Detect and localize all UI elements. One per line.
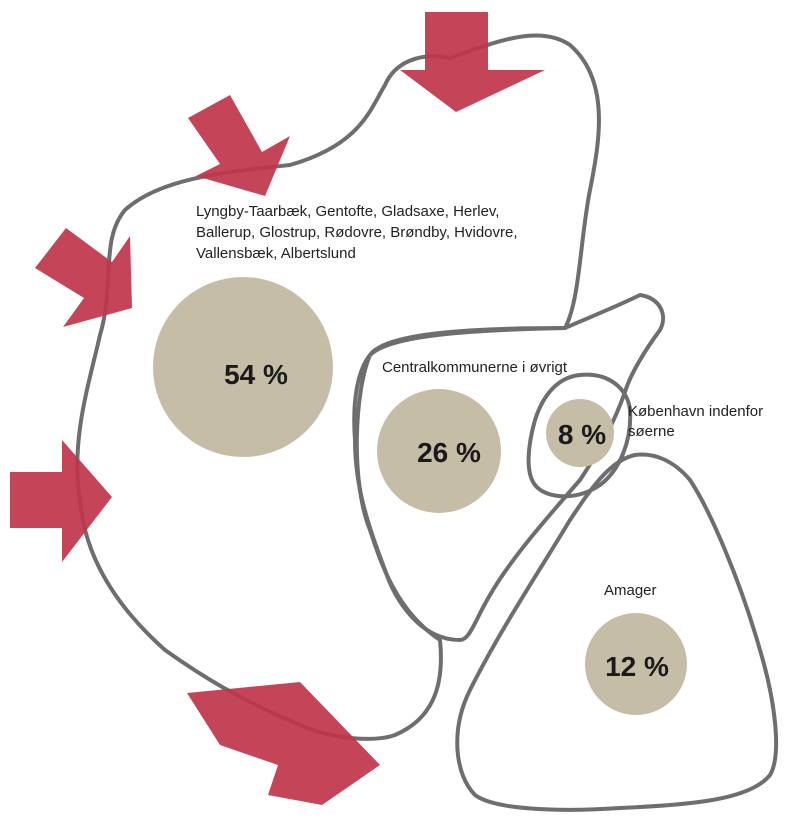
outer-region-label-line: Lyngby-Taarbæk, Gentofte, Gladsaxe, Herl… [196,203,499,220]
inner-city-label: København indenfor søerne [628,403,767,440]
share-labels: 54 % 26 % 8 % 12 % [224,359,669,682]
amager-region-label: Amager [604,582,657,599]
arrow-left-upper [35,228,132,327]
share-label-54: 54 % [224,359,288,390]
arrow-bottom [187,682,380,805]
share-label-12: 12 % [605,651,669,682]
central-region-label: Centralkommunerne i øvrigt [382,359,568,376]
bubble-8 [546,399,614,467]
outer-region-label: Lyngby-Taarbæk, Gentofte, Gladsaxe, Herl… [196,203,522,262]
region-outlines [75,33,779,812]
bubble-26 [377,389,501,513]
central-region-outline [352,293,666,642]
inner-city-label-line: København indenfor [628,403,763,420]
bubble-54 [153,277,333,457]
inner-city-outline [526,372,633,499]
outer-region-label-line: Ballerup, Glostrup, Rødovre, Brøndby, Hv… [196,224,518,241]
arrow-left [10,440,112,562]
share-bubbles [153,277,687,715]
share-label-8: 8 % [558,419,606,450]
bubble-12 [585,613,687,715]
inner-city-label-line: søerne [628,423,675,440]
inflow-arrows [10,12,545,805]
amager-region-outline [455,452,779,812]
arrow-upper-left [188,95,290,196]
outer-region-outline [75,33,601,741]
share-label-26: 26 % [417,437,481,468]
arrow-top [400,12,545,112]
region-labels: Lyngby-Taarbæk, Gentofte, Gladsaxe, Herl… [196,203,767,599]
outer-region-label-line: Vallensbæk, Albertslund [196,245,356,262]
